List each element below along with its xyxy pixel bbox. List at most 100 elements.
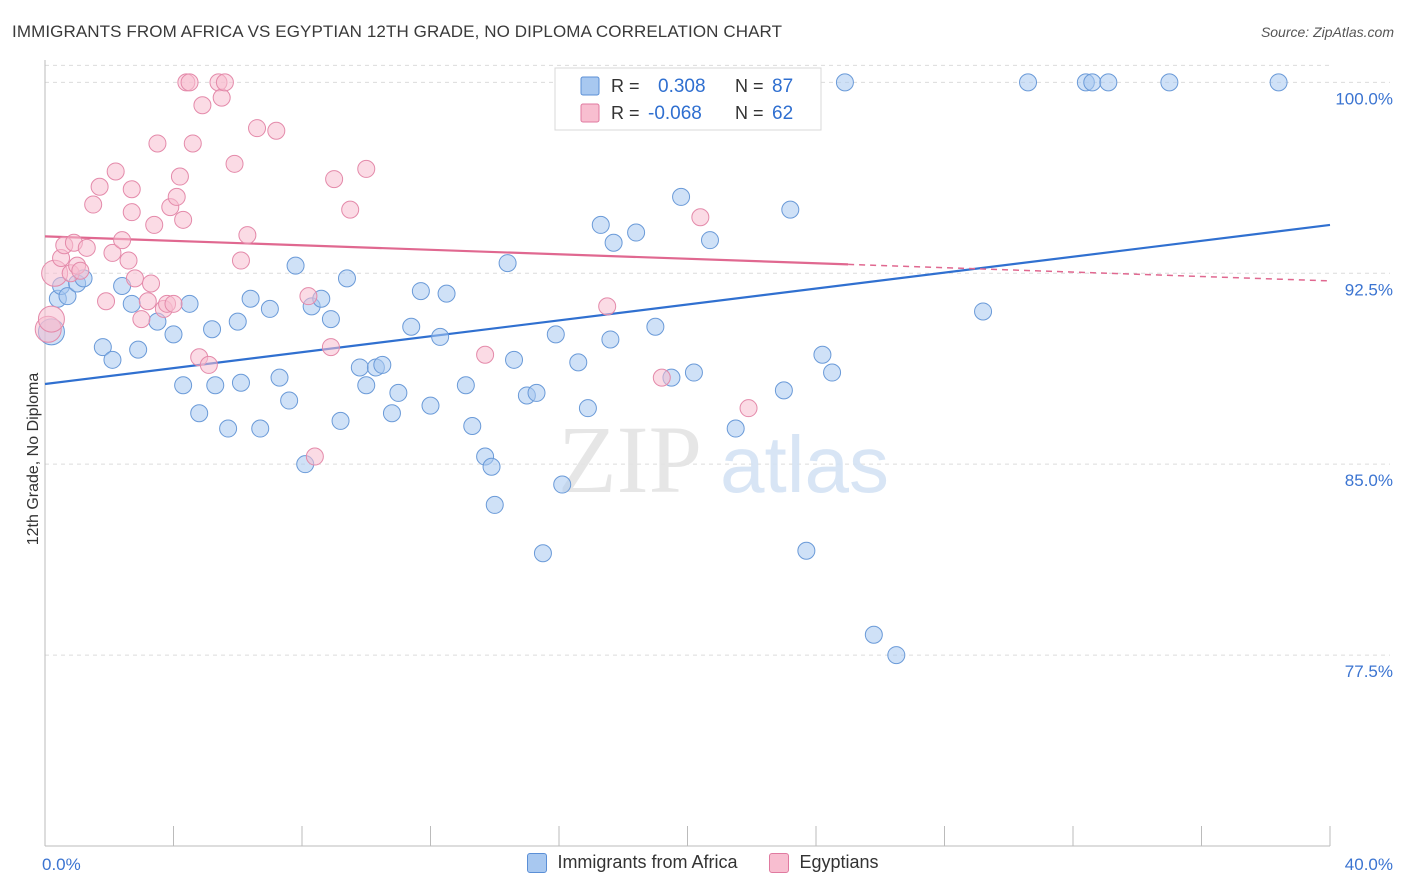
point-africa: [813, 345, 832, 364]
data-points: [34, 73, 1288, 665]
stats-legend: R = 0.308 N = 87 R = -0.068 N = 62: [554, 67, 822, 131]
point-africa: [58, 287, 77, 306]
point-egyptian: [148, 134, 167, 153]
point-egyptian: [84, 195, 103, 214]
point-egyptian: [305, 447, 324, 466]
point-egyptian: [357, 159, 376, 178]
point-egyptian: [598, 297, 617, 316]
point-egyptian: [106, 162, 125, 181]
point-africa: [389, 383, 408, 402]
axes: [44, 60, 1331, 847]
point-egyptian: [142, 274, 161, 293]
point-africa: [482, 457, 501, 476]
point-africa: [797, 541, 816, 560]
point-africa: [382, 404, 401, 423]
point-africa: [203, 320, 222, 339]
point-africa: [835, 73, 854, 92]
legend-label-egyptians: Egyptians: [799, 852, 879, 872]
point-egyptian: [164, 294, 183, 313]
y-tick-label: 85.0%: [1345, 471, 1393, 490]
point-africa: [569, 353, 588, 372]
point-egyptian: [183, 134, 202, 153]
point-africa: [174, 376, 193, 395]
stats-legend-r-label: R =: [611, 103, 640, 123]
point-egyptian: [321, 338, 340, 357]
x-tick-label: 40.0%: [1345, 855, 1393, 874]
point-africa: [485, 495, 504, 514]
point-egyptian: [267, 121, 286, 140]
point-africa: [321, 310, 340, 329]
y-tick-label: 92.5%: [1345, 280, 1393, 299]
source-label: Source: ZipAtlas.com: [1260, 24, 1394, 40]
point-egyptian: [37, 305, 65, 333]
point-egyptian: [77, 238, 96, 257]
point-egyptian: [103, 243, 122, 262]
point-africa: [887, 646, 906, 665]
point-egyptian: [248, 119, 267, 138]
point-africa: [93, 338, 112, 357]
stats-legend-swatch-egyptians: [580, 103, 600, 123]
point-africa: [505, 350, 524, 369]
y-tick-labels: 100.0% 92.5% 85.0% 77.5%: [1335, 89, 1393, 681]
point-africa: [974, 302, 993, 321]
legend-swatch-egyptians: [769, 852, 790, 873]
legend-item-africa: Immigrants from Africa: [527, 852, 737, 873]
point-africa: [129, 340, 148, 359]
watermark-atlas: atlas: [720, 420, 889, 509]
point-africa: [231, 373, 250, 392]
point-egyptian: [97, 292, 116, 311]
legend-item-egyptians: Egyptians: [769, 852, 879, 873]
point-africa: [774, 381, 793, 400]
point-egyptian: [193, 96, 212, 115]
point-africa: [1019, 73, 1038, 92]
point-egyptian: [167, 187, 186, 206]
point-africa: [241, 289, 260, 308]
point-africa: [546, 325, 565, 344]
y-axis-label: 12th Grade, No Diploma: [25, 373, 42, 546]
point-africa: [357, 376, 376, 395]
point-egyptian: [119, 251, 138, 270]
point-egyptian: [199, 355, 218, 374]
point-egyptian: [215, 73, 234, 92]
x-tick-label: 0.0%: [42, 855, 81, 874]
point-egyptian: [652, 368, 671, 387]
point-africa: [437, 284, 456, 303]
point-africa: [1269, 73, 1288, 92]
point-egyptian: [122, 180, 141, 199]
point-egyptian: [231, 251, 250, 270]
trend-line-egyptians: [44, 235, 849, 266]
point-egyptian: [341, 200, 360, 219]
stats-legend-n-label: N =: [735, 103, 764, 123]
point-egyptian: [225, 154, 244, 173]
legend-label-africa: Immigrants from Africa: [557, 852, 738, 872]
trend-lines: [44, 223, 1331, 386]
point-africa: [402, 317, 421, 336]
point-africa: [350, 358, 369, 377]
point-africa: [1083, 73, 1102, 92]
point-africa: [190, 404, 209, 423]
point-africa: [251, 419, 270, 438]
point-africa: [591, 215, 610, 234]
point-egyptian: [325, 170, 344, 189]
point-africa: [726, 419, 745, 438]
point-egyptian: [739, 399, 758, 418]
point-africa: [627, 223, 646, 242]
point-africa: [337, 269, 356, 288]
trend-line-egyptians-extension: [848, 263, 1331, 282]
trend-line-africa: [44, 223, 1331, 386]
x-tick-labels: 0.0% 40.0%: [42, 855, 1393, 874]
point-africa: [604, 233, 623, 252]
point-africa: [260, 299, 279, 318]
stats-legend-r-label: R =: [611, 76, 640, 96]
stats-legend-swatch-africa: [580, 76, 600, 96]
bottom-legend: Immigrants from Africa Egyptians: [0, 852, 1406, 873]
point-africa: [373, 355, 392, 374]
y-tick-label: 77.5%: [1345, 662, 1393, 681]
stats-legend-n-value: 87: [772, 76, 793, 97]
point-egyptian: [180, 73, 199, 92]
point-africa: [331, 411, 350, 430]
point-egyptian: [125, 269, 144, 288]
point-africa: [781, 200, 800, 219]
point-africa: [164, 325, 183, 344]
point-africa: [122, 294, 141, 313]
